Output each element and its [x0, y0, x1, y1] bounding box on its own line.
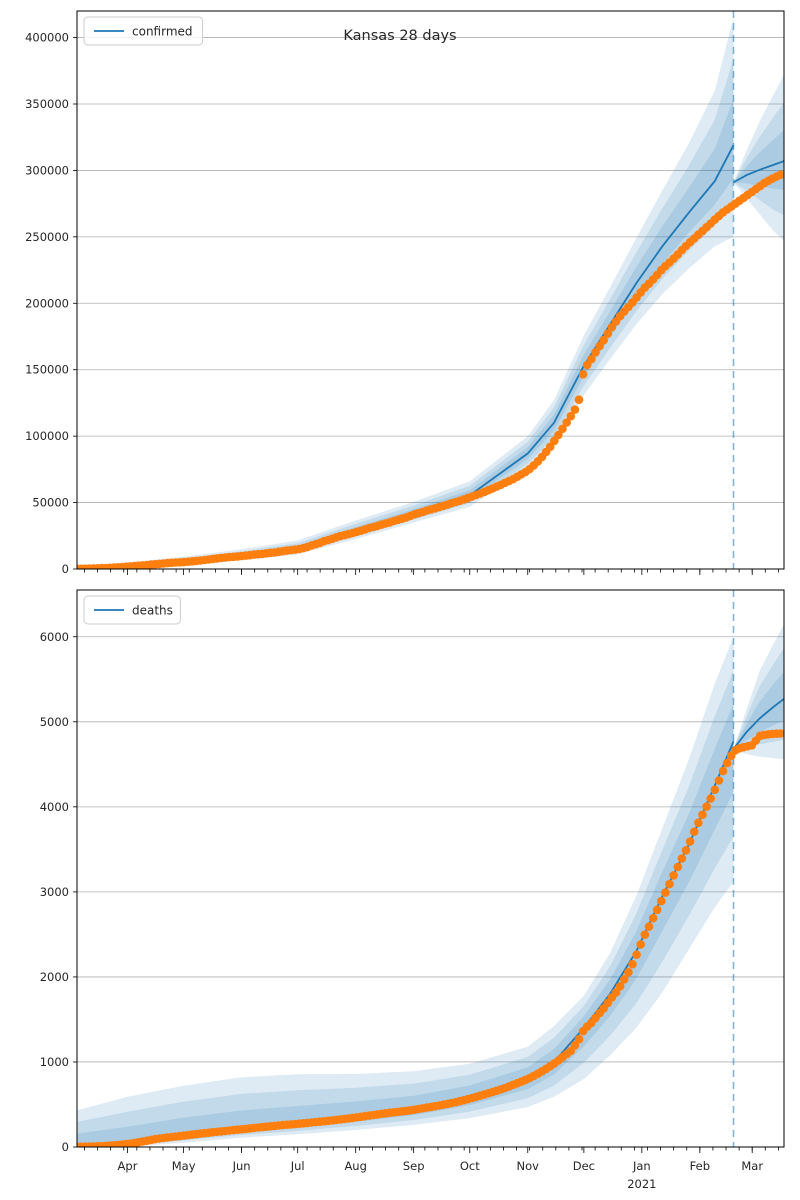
chart-title: Kansas 28 days [343, 28, 456, 44]
x-tick-label: Sep [403, 1159, 425, 1173]
chart-deaths: 0 1000 2000 3000 4000 5000 6000 Apr May Jun Jul Aug… [40, 589, 785, 1191]
actual-points [77, 170, 784, 569]
chart-confirmed: 0 50000 100000 150000 200000 250000 300000 3500… [25, 10, 785, 576]
y-tick-label: 1000 [40, 1055, 69, 1069]
model-line [733, 160, 784, 184]
x-tick-label: Apr [118, 1159, 138, 1173]
y-tick-label: 150000 [25, 363, 69, 377]
y-tick-label: 6000 [40, 630, 69, 644]
x-axis-year-label: 2021 [627, 1177, 656, 1191]
x-tick-label: Jul [290, 1159, 305, 1173]
y-tick-label: 400000 [25, 31, 69, 45]
y-tick-label: 0 [62, 562, 69, 576]
legend: deaths [83, 595, 181, 625]
y-tick-label: 50000 [32, 496, 69, 510]
x-tick-label: Jan [632, 1159, 651, 1173]
y-tick-label: 2000 [40, 970, 69, 984]
legend: confirmed [83, 16, 204, 46]
x-tick-label: Nov [517, 1159, 540, 1173]
actual-points [77, 729, 784, 1147]
legend-label: confirmed [132, 25, 193, 39]
confidence-bands [77, 624, 784, 1147]
confidence-bands [77, 17, 784, 569]
y-tick-label: 0 [62, 1140, 69, 1154]
x-tick-label: Mar [741, 1159, 763, 1173]
x-tick-label: Oct [460, 1159, 480, 1173]
gridlines [77, 37, 784, 503]
y-tick-label: 250000 [25, 230, 69, 244]
y-tick-label: 300000 [25, 163, 69, 177]
x-tick-label: Dec [573, 1159, 595, 1173]
y-tick-label: 350000 [25, 97, 69, 111]
y-tick-label: 5000 [40, 715, 69, 729]
x-tick-label: May [172, 1159, 196, 1173]
model-line [732, 698, 784, 750]
axes: 0 1000 2000 3000 4000 5000 6000 Apr May Jun Jul Aug… [40, 589, 785, 1191]
y-tick-label: 4000 [40, 800, 69, 814]
legend-label: deaths [132, 604, 173, 618]
y-tick-label: 3000 [40, 885, 69, 899]
axes: 0 50000 100000 150000 200000 250000 300000 3500… [25, 10, 785, 576]
x-tick-label: Aug [344, 1159, 366, 1173]
x-tick-label: Feb [690, 1159, 710, 1173]
y-tick-label: 200000 [25, 296, 69, 310]
y-tick-label: 100000 [25, 429, 69, 443]
x-tick-label: Jun [232, 1159, 251, 1173]
